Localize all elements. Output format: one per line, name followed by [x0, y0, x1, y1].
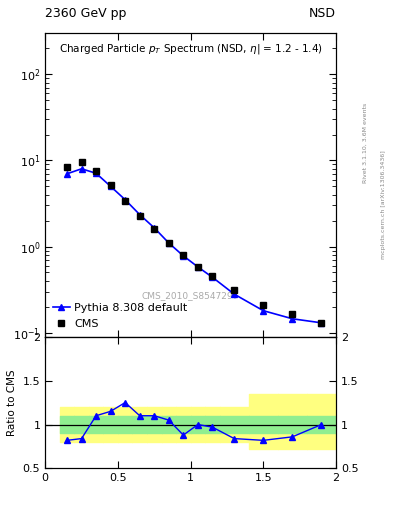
Pythia 8.308 default: [210, 274, 215, 281]
CMS: [138, 213, 142, 219]
CMS: [232, 287, 237, 293]
Pythia 8.308 default: [167, 240, 171, 246]
Text: NSD: NSD: [309, 8, 336, 20]
Pythia 8.308 default: [152, 225, 156, 231]
CMS: [152, 226, 156, 232]
Pythia 8.308 default: [261, 308, 266, 314]
Y-axis label: Ratio to CMS: Ratio to CMS: [7, 369, 17, 436]
Pythia 8.308 default: [123, 197, 128, 203]
Pythia 8.308 default: [108, 183, 113, 189]
CMS: [64, 163, 70, 169]
Pythia 8.308 default: [290, 316, 295, 322]
Pythia 8.308 default: [319, 320, 324, 326]
Line: Pythia 8.308 default: Pythia 8.308 default: [64, 166, 325, 326]
Text: 2360 GeV pp: 2360 GeV pp: [45, 8, 127, 20]
Pythia 8.308 default: [196, 264, 200, 270]
Pythia 8.308 default: [79, 166, 84, 172]
Pythia 8.308 default: [232, 291, 237, 297]
Text: Charged Particle $p_T$ Spectrum (NSD, $\eta$| = 1.2 - 1.4): Charged Particle $p_T$ Spectrum (NSD, $\…: [59, 42, 323, 56]
Legend: Pythia 8.308 default, CMS: Pythia 8.308 default, CMS: [51, 301, 189, 331]
CMS: [196, 264, 200, 270]
CMS: [210, 272, 215, 279]
Pythia 8.308 default: [94, 170, 98, 176]
Text: CMS_2010_S8547297: CMS_2010_S8547297: [142, 291, 239, 300]
CMS: [167, 240, 171, 246]
CMS: [94, 168, 98, 174]
CMS: [108, 182, 113, 188]
Text: mcplots.cern.ch [arXiv:1306.3436]: mcplots.cern.ch [arXiv:1306.3436]: [381, 151, 386, 259]
CMS: [181, 252, 186, 258]
Pythia 8.308 default: [64, 170, 70, 177]
CMS: [319, 320, 324, 326]
Pythia 8.308 default: [138, 211, 142, 218]
CMS: [123, 198, 128, 204]
CMS: [79, 159, 84, 165]
CMS: [261, 302, 266, 308]
CMS: [290, 311, 295, 317]
Line: CMS: CMS: [64, 159, 325, 326]
Text: Rivet 3.1.10, 3.6M events: Rivet 3.1.10, 3.6M events: [363, 103, 368, 183]
Pythia 8.308 default: [181, 253, 186, 259]
